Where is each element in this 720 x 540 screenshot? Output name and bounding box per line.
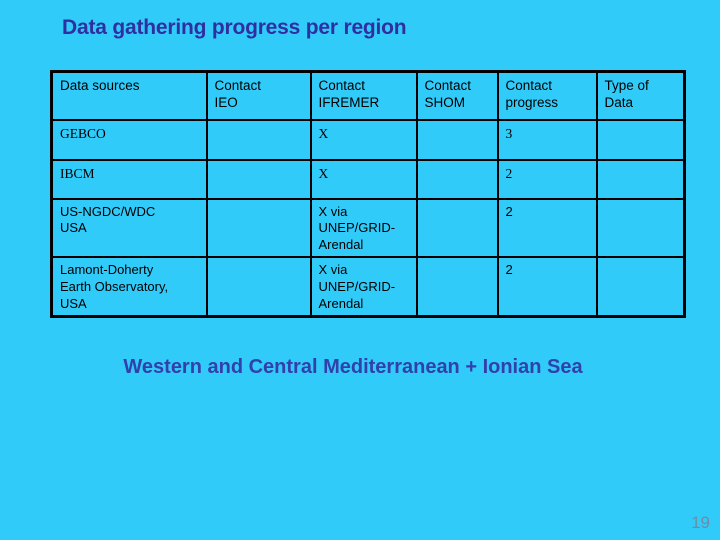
table-cell [415, 197, 499, 259]
table-cell [595, 197, 686, 259]
table-cell: X via UNEP/GRID- Arendal [309, 256, 418, 318]
table-cell: US-NGDC/WDC USA [50, 197, 208, 259]
column-header-data-sources: Data sources [50, 70, 208, 121]
table-cell: 2 [496, 158, 598, 200]
table-row-ibcm: IBCM X 2 [50, 158, 686, 200]
table-row-us-ngdc-wdc: US-NGDC/WDC USA X via UNEP/GRID- Arendal… [50, 197, 686, 259]
table-cell: GEBCO [50, 118, 208, 161]
table-cell [415, 256, 499, 318]
table-cell [205, 197, 312, 259]
slide-title: Data gathering progress per region [62, 16, 407, 39]
column-header-contact-progress: Contact progress [496, 70, 598, 121]
table-header-row: Data sources Contact IEO Contact IFREMER… [50, 70, 686, 121]
table-cell: 2 [496, 197, 598, 259]
table-cell [205, 256, 312, 318]
table-cell: Lamont-Doherty Earth Observatory, USA [50, 256, 208, 318]
table-container: Data sources Contact IEO Contact IFREMER… [50, 70, 686, 318]
table-cell [205, 118, 312, 161]
table-cell [595, 256, 686, 318]
table-cell: X [309, 118, 418, 161]
slide-subtitle: Western and Central Mediterranean + Ioni… [123, 356, 583, 378]
table-cell: X [309, 158, 418, 200]
table-row-gebco: GEBCO X 3 [50, 118, 686, 161]
column-header-type-of-data: Type of Data [595, 70, 686, 121]
table-cell [595, 118, 686, 161]
table-cell: 3 [496, 118, 598, 161]
table-cell [415, 158, 499, 200]
page-number: 19 [691, 513, 710, 532]
table-cell: X via UNEP/GRID- Arendal [309, 197, 418, 259]
column-header-contact-shom: Contact SHOM [415, 70, 499, 121]
table-cell [415, 118, 499, 161]
column-header-contact-ifremer: Contact IFREMER [309, 70, 418, 121]
table-cell [595, 158, 686, 200]
column-header-contact-ieo: Contact IEO [205, 70, 312, 121]
data-table: Data sources Contact IEO Contact IFREMER… [50, 70, 686, 318]
table-cell [205, 158, 312, 200]
table-cell: 2 [496, 256, 598, 318]
table-row-lamont-doherty: Lamont-Doherty Earth Observatory, USA X … [50, 256, 686, 318]
table-cell: IBCM [50, 158, 208, 200]
